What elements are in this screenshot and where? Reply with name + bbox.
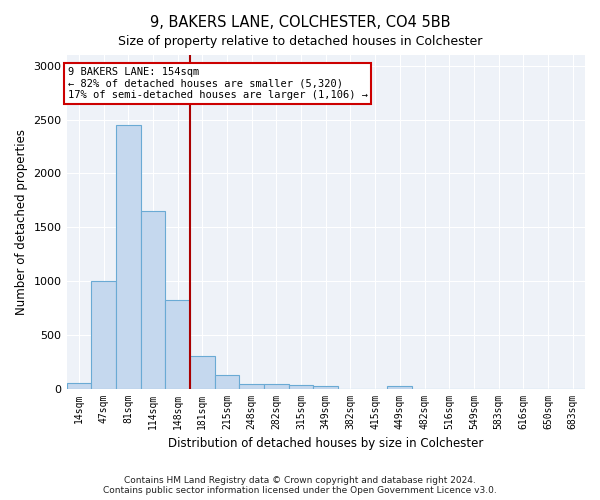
Bar	[140, 211, 165, 388]
Bar	[215, 374, 239, 388]
Bar	[91, 281, 116, 388]
Bar	[239, 384, 264, 388]
Bar	[165, 300, 190, 388]
Bar	[388, 386, 412, 388]
Bar	[289, 386, 313, 388]
Y-axis label: Number of detached properties: Number of detached properties	[15, 129, 28, 315]
Text: 9 BAKERS LANE: 154sqm
← 82% of detached houses are smaller (5,320)
17% of semi-d: 9 BAKERS LANE: 154sqm ← 82% of detached …	[68, 67, 368, 100]
Bar	[190, 356, 215, 388]
Bar	[264, 384, 289, 388]
Text: 9, BAKERS LANE, COLCHESTER, CO4 5BB: 9, BAKERS LANE, COLCHESTER, CO4 5BB	[150, 15, 450, 30]
X-axis label: Distribution of detached houses by size in Colchester: Distribution of detached houses by size …	[168, 437, 484, 450]
Bar	[313, 386, 338, 388]
Text: Size of property relative to detached houses in Colchester: Size of property relative to detached ho…	[118, 35, 482, 48]
Text: Contains HM Land Registry data © Crown copyright and database right 2024.
Contai: Contains HM Land Registry data © Crown c…	[103, 476, 497, 495]
Bar	[116, 125, 140, 388]
Bar	[67, 383, 91, 388]
